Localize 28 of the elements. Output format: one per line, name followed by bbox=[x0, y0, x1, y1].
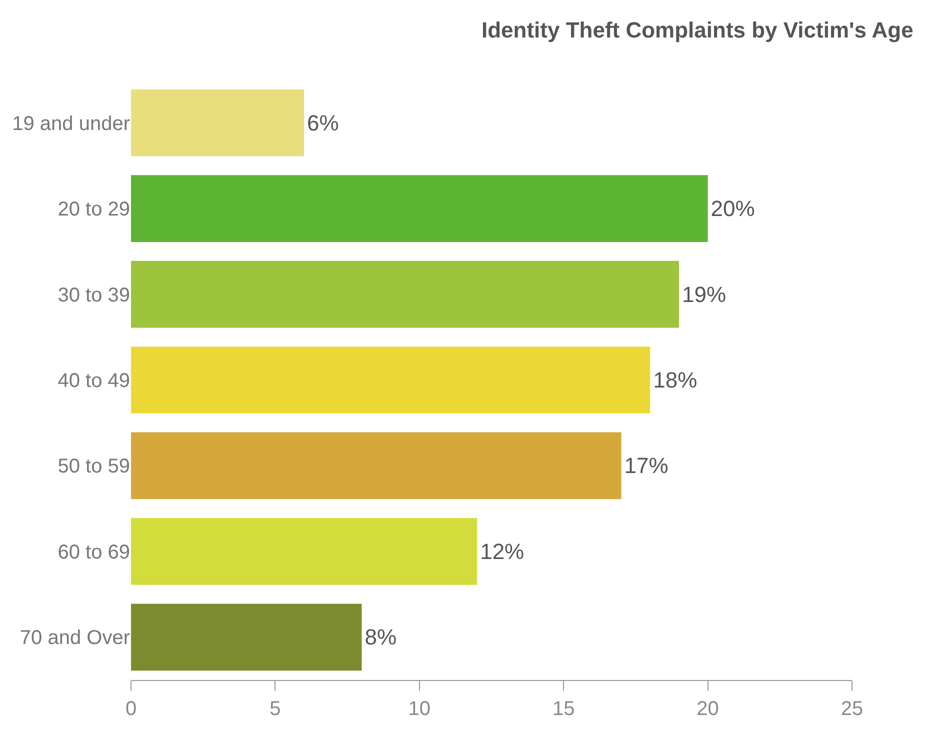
data-label: 19% bbox=[682, 282, 726, 307]
bar bbox=[131, 175, 708, 242]
x-tick-label: 0 bbox=[125, 698, 137, 720]
bar bbox=[131, 260, 679, 328]
bar bbox=[131, 432, 622, 500]
data-label: 12% bbox=[480, 538, 524, 564]
x-tick-label: 25 bbox=[840, 698, 864, 720]
y-tick-label: 30 to 39 bbox=[58, 284, 130, 306]
data-label: 20% bbox=[710, 196, 755, 222]
bar bbox=[131, 518, 478, 585]
data-label: 17% bbox=[624, 453, 668, 478]
y-tick-label: 60 to 69 bbox=[58, 541, 130, 564]
chart-title: Identity Theft Complaints by Victim's Age bbox=[482, 18, 914, 43]
y-tick-label: 40 to 49 bbox=[58, 370, 130, 392]
y-tick-label: 70 and Over bbox=[20, 627, 130, 650]
bar bbox=[131, 89, 304, 156]
x-tick-label: 15 bbox=[552, 698, 575, 720]
data-label: 18% bbox=[653, 368, 698, 392]
y-tick-label: 50 to 59 bbox=[58, 456, 130, 478]
y-tick-label: 19 and under bbox=[12, 112, 130, 135]
x-tick-label: 20 bbox=[696, 698, 719, 720]
data-label: 8% bbox=[364, 624, 397, 650]
data-label: 6% bbox=[307, 110, 339, 136]
bar bbox=[131, 604, 362, 671]
bar bbox=[131, 346, 650, 414]
x-tick-label: 10 bbox=[408, 698, 431, 720]
y-tick-label: 20 to 29 bbox=[58, 198, 130, 221]
x-tick-label: 5 bbox=[270, 698, 281, 720]
